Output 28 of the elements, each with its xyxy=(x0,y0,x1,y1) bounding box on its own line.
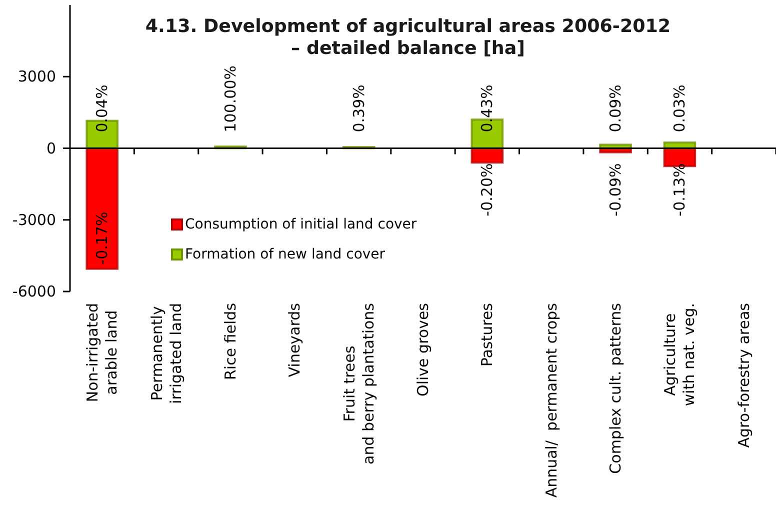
y-tick-label: -6000 xyxy=(12,282,56,300)
annotation: 0.39% xyxy=(350,84,368,132)
annotation: -0.09% xyxy=(606,163,625,216)
annotation: -0.20% xyxy=(478,163,496,216)
x-tick-label: Agriculture with nat. veg. xyxy=(661,302,698,406)
x-tick-label: Rice fields xyxy=(221,302,240,380)
annotation: 0.03% xyxy=(670,84,689,132)
annotation: -0.13% xyxy=(670,163,689,216)
annotation: 100.00% xyxy=(221,66,240,132)
y-tick-label: 0 xyxy=(46,139,56,158)
x-tick-label: Annual/ permanent crops xyxy=(542,302,560,498)
x-tick-label: Pastures xyxy=(478,302,496,367)
legend-label: Formation of new land cover xyxy=(185,246,386,262)
y-tick-label: 3000 xyxy=(18,68,56,86)
x-tick-label: Fruit trees and berry plantations xyxy=(340,302,378,464)
annotation: 0.09% xyxy=(606,84,625,132)
x-tick-label: Non-irrigated arable land xyxy=(84,302,121,402)
annotation: 0.43% xyxy=(478,84,496,132)
x-tick-label: Complex cult. patterns xyxy=(606,302,625,474)
text: 4.13. Development of agricultural areas 2006-2012 – detailed balance [ha] xyxy=(145,16,671,59)
annotation: -0.17% xyxy=(93,212,112,265)
annotation: 0.04% xyxy=(93,84,112,132)
x-tick-label: Vineyards xyxy=(286,302,304,378)
x-tick-label: Permanently irrigated land xyxy=(148,303,185,404)
x-tick-label: Agro-forestry areas xyxy=(734,302,753,448)
y-tick-label: -3000 xyxy=(12,210,56,229)
x-tick-label: Olive groves xyxy=(414,302,432,396)
legend-label: Consumption of initial land cover xyxy=(185,216,417,232)
